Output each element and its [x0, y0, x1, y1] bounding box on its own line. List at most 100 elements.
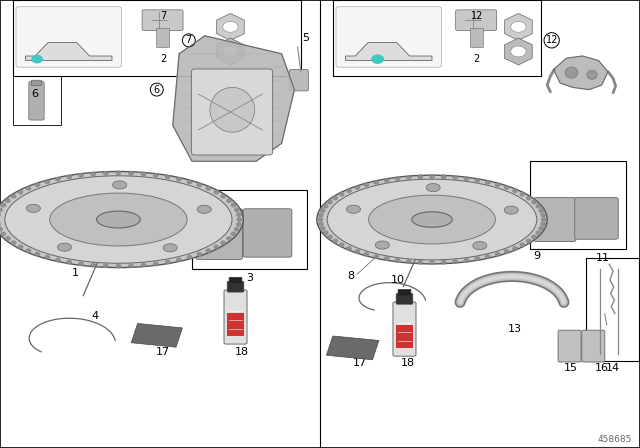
FancyBboxPatch shape [16, 7, 122, 67]
Ellipse shape [45, 255, 49, 259]
Text: 2: 2 [474, 54, 480, 64]
Text: 11: 11 [596, 253, 610, 263]
Bar [586, 258, 639, 361]
Text: 17: 17 [353, 358, 367, 368]
Ellipse shape [406, 260, 411, 263]
Ellipse shape [0, 208, 2, 211]
Text: 458685: 458685 [598, 435, 632, 444]
Ellipse shape [375, 241, 389, 249]
Text: 5: 5 [303, 33, 309, 43]
Ellipse shape [536, 204, 541, 208]
Ellipse shape [113, 181, 127, 189]
FancyBboxPatch shape [142, 10, 183, 30]
Ellipse shape [541, 213, 545, 217]
Ellipse shape [476, 178, 480, 182]
Ellipse shape [177, 177, 181, 181]
Ellipse shape [426, 184, 440, 192]
FancyBboxPatch shape [336, 7, 442, 67]
Ellipse shape [453, 176, 458, 179]
Ellipse shape [79, 262, 83, 266]
Ellipse shape [536, 231, 541, 235]
Ellipse shape [504, 250, 509, 253]
Ellipse shape [347, 246, 351, 250]
Ellipse shape [56, 177, 60, 181]
Ellipse shape [58, 243, 72, 251]
Polygon shape [131, 323, 182, 347]
Ellipse shape [1, 232, 6, 236]
Ellipse shape [32, 56, 42, 63]
Ellipse shape [396, 177, 400, 181]
Ellipse shape [154, 173, 158, 177]
Ellipse shape [129, 264, 133, 267]
Ellipse shape [237, 213, 241, 216]
Ellipse shape [333, 239, 337, 243]
Circle shape [223, 46, 238, 57]
Ellipse shape [163, 244, 177, 252]
Ellipse shape [18, 190, 22, 194]
Ellipse shape [317, 175, 547, 264]
Ellipse shape [587, 70, 597, 79]
Text: 3: 3 [246, 273, 253, 283]
Ellipse shape [328, 200, 332, 204]
Ellipse shape [91, 263, 95, 267]
Ellipse shape [45, 180, 49, 184]
Ellipse shape [35, 252, 40, 256]
Ellipse shape [541, 222, 545, 226]
FancyBboxPatch shape [191, 69, 273, 155]
Ellipse shape [91, 172, 95, 176]
Ellipse shape [1, 203, 6, 207]
FancyBboxPatch shape [393, 302, 416, 356]
Ellipse shape [0, 228, 2, 231]
Ellipse shape [50, 193, 187, 246]
Polygon shape [326, 336, 379, 360]
Text: 10: 10 [391, 275, 405, 285]
Ellipse shape [5, 176, 232, 263]
Ellipse shape [214, 190, 219, 194]
Ellipse shape [141, 263, 146, 267]
Ellipse shape [6, 237, 10, 240]
FancyBboxPatch shape [558, 330, 581, 362]
Ellipse shape [67, 260, 72, 264]
Ellipse shape [520, 243, 525, 246]
Ellipse shape [355, 250, 360, 253]
Bar [470, 28, 483, 47]
Bar [333, 0, 541, 76]
Ellipse shape [227, 199, 231, 202]
Ellipse shape [347, 189, 351, 193]
Ellipse shape [227, 237, 231, 240]
Text: 13: 13 [508, 324, 522, 334]
Ellipse shape [221, 241, 225, 245]
Ellipse shape [495, 183, 500, 186]
Circle shape [223, 22, 238, 32]
Circle shape [511, 22, 526, 32]
Ellipse shape [464, 177, 468, 181]
Circle shape [511, 46, 526, 57]
Ellipse shape [26, 187, 31, 190]
Text: 17: 17 [156, 347, 170, 357]
Ellipse shape [486, 255, 490, 258]
Ellipse shape [396, 258, 400, 262]
Ellipse shape [418, 261, 422, 264]
Ellipse shape [406, 176, 411, 179]
Polygon shape [173, 36, 294, 161]
Ellipse shape [210, 87, 255, 132]
Ellipse shape [56, 258, 60, 262]
Ellipse shape [513, 189, 517, 193]
Text: 14: 14 [605, 363, 620, 373]
Ellipse shape [235, 208, 239, 211]
Ellipse shape [504, 206, 518, 214]
Ellipse shape [355, 186, 360, 189]
Text: 16: 16 [595, 363, 609, 373]
Ellipse shape [154, 262, 158, 266]
Ellipse shape [430, 261, 435, 264]
Text: 9: 9 [532, 251, 540, 261]
Text: 7: 7 [160, 11, 166, 21]
Ellipse shape [6, 199, 10, 202]
Ellipse shape [197, 205, 211, 213]
Ellipse shape [177, 258, 181, 262]
Ellipse shape [319, 213, 323, 217]
Text: 6: 6 [32, 89, 38, 99]
Ellipse shape [442, 261, 446, 264]
Ellipse shape [339, 193, 344, 196]
Ellipse shape [476, 257, 480, 261]
